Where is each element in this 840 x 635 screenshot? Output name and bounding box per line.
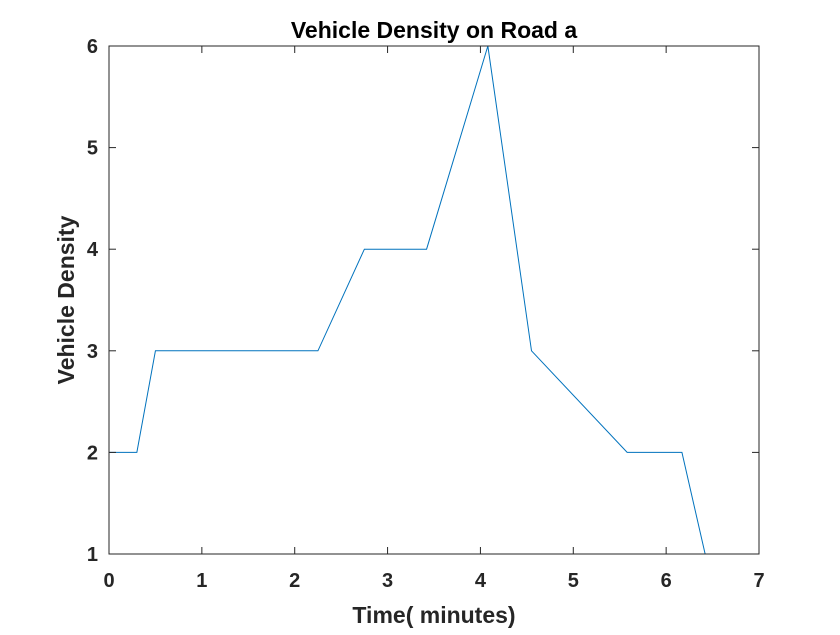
x-tick-label: 4 — [475, 570, 487, 592]
axes-layer — [108, 45, 760, 555]
x-tick-label: 5 — [568, 570, 579, 592]
y-tick-label: 3 — [87, 341, 98, 363]
y-tick-label: 1 — [87, 544, 98, 566]
x-axis-label: Time( minutes) — [352, 602, 515, 628]
chart-title: Vehicle Density on Road a — [291, 17, 578, 43]
y-tick-label: 2 — [87, 442, 98, 464]
x-tick-label: 1 — [196, 570, 207, 592]
y-tick-label: 5 — [87, 138, 98, 160]
axes-box — [108, 45, 760, 555]
series-line-1 — [109, 46, 706, 554]
x-tick-label: 6 — [661, 570, 672, 592]
x-tick-label: 2 — [289, 570, 300, 592]
plot-area — [109, 46, 759, 554]
y-tick-label: 6 — [87, 36, 98, 58]
series-layer — [109, 46, 706, 554]
x-tick-label: 0 — [103, 570, 114, 592]
plot-background — [109, 46, 759, 554]
x-tick-label: 7 — [753, 570, 764, 592]
y-axis-label: Vehicle Density — [53, 215, 79, 384]
x-tick-label: 3 — [382, 570, 393, 592]
y-tick-label: 4 — [87, 239, 99, 261]
